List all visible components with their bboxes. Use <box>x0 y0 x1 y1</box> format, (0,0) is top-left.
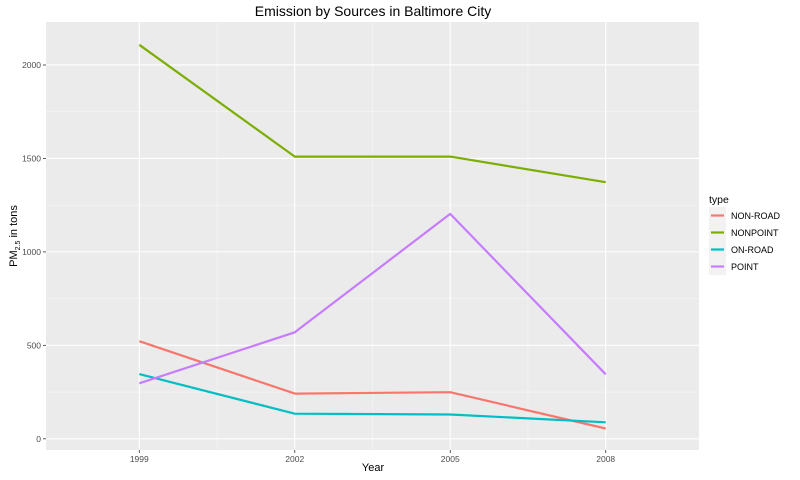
y-axis: 0 500 1000 1500 2000 <box>22 60 46 444</box>
x-tick-label: 2008 <box>596 454 615 464</box>
series-line-point <box>138 212 607 385</box>
y-tick-label: 1500 <box>22 153 41 163</box>
legend-label-nonpoint: NONPOINT <box>731 228 779 238</box>
y-tick-label: 500 <box>27 340 41 350</box>
chart-title: Emission by Sources in Baltimore City <box>255 3 492 19</box>
legend-label-on-road: ON-ROAD <box>731 245 774 255</box>
minor-gridlines <box>46 22 699 450</box>
legend-label-non-road: NON-ROAD <box>731 211 780 221</box>
legend-title: type <box>709 194 729 206</box>
y-tick-label: 1000 <box>22 247 41 257</box>
y-tick-label: 0 <box>36 434 41 444</box>
x-axis-title: Year <box>362 462 385 474</box>
legend: type NON-ROAD NONPOINT ON-ROAD POINT <box>709 194 780 275</box>
x-axis: 1999 2002 2005 2008 <box>130 450 615 464</box>
series-line-nonpoint <box>138 43 606 184</box>
x-tick-label: 2002 <box>285 454 304 464</box>
y-axis-title-subscript: 2.5 <box>15 241 22 251</box>
series-lines <box>138 43 607 430</box>
x-tick-label: 1999 <box>130 454 149 464</box>
legend-label-point: POINT <box>731 262 759 272</box>
y-tick-label: 2000 <box>22 60 41 70</box>
y-axis-title: PM2.5 in tons <box>8 205 22 267</box>
y-axis-title-tail: in tons <box>8 205 20 241</box>
series-line-on-road <box>139 373 606 424</box>
y-axis-title-main: PM <box>8 250 20 267</box>
x-tick-label: 2005 <box>441 454 460 464</box>
series-line-non-road <box>138 340 606 430</box>
